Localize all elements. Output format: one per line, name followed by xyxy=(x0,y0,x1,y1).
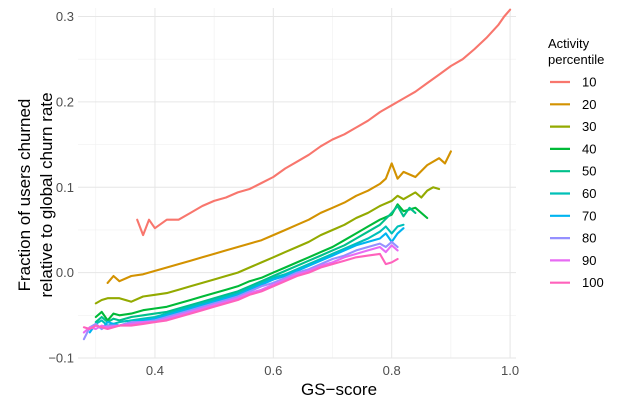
series-line-60 xyxy=(88,223,405,331)
y-tick-label: −0.1 xyxy=(48,351,74,366)
y-tick-label: 0.3 xyxy=(56,9,74,24)
grid xyxy=(78,8,516,359)
x-axis-title: GS−score xyxy=(301,380,377,399)
series-line-40 xyxy=(94,203,429,322)
legend: Activity percentile 10 20 30 40 50 60 70 80 90 10… xyxy=(548,36,604,290)
legend-title-line2: percentile xyxy=(548,52,604,67)
y-axis-ticks: −0.1 0.0 0.1 0.2 0.3 xyxy=(48,9,74,365)
y-tick-label: 0.0 xyxy=(56,265,74,280)
y-tick-label: 0.1 xyxy=(56,180,74,195)
legend-title-line1: Activity xyxy=(548,36,590,51)
legend-label-60: 60 xyxy=(582,186,596,201)
x-tick-label: 0.6 xyxy=(264,363,282,378)
legend-label-70: 70 xyxy=(582,208,596,223)
x-tick-label: 0.4 xyxy=(146,363,164,378)
x-tick-label: 0.8 xyxy=(383,363,401,378)
x-axis-ticks: 0.4 0.6 0.8 1.0 xyxy=(146,363,519,378)
x-tick-label: 1.0 xyxy=(501,363,519,378)
legend-label-30: 30 xyxy=(582,119,596,134)
series-line-20 xyxy=(106,150,452,284)
legend-label-90: 90 xyxy=(582,253,596,268)
series-line-50 xyxy=(94,204,417,324)
y-axis-title-line2: relative to global churn rate xyxy=(37,92,56,297)
legend-label-100: 100 xyxy=(582,275,604,290)
series-line-30 xyxy=(94,186,441,305)
series-lines xyxy=(82,8,512,341)
legend-label-40: 40 xyxy=(582,141,596,156)
legend-label-20: 20 xyxy=(582,97,596,112)
legend-label-80: 80 xyxy=(582,231,596,246)
y-axis-title-line1: Fraction of users churned xyxy=(15,99,34,292)
series-line-10 xyxy=(136,8,512,237)
series-line-100 xyxy=(82,252,399,331)
y-tick-label: 0.2 xyxy=(56,94,74,109)
legend-label-10: 10 xyxy=(582,75,596,90)
legend-label-50: 50 xyxy=(582,164,596,179)
